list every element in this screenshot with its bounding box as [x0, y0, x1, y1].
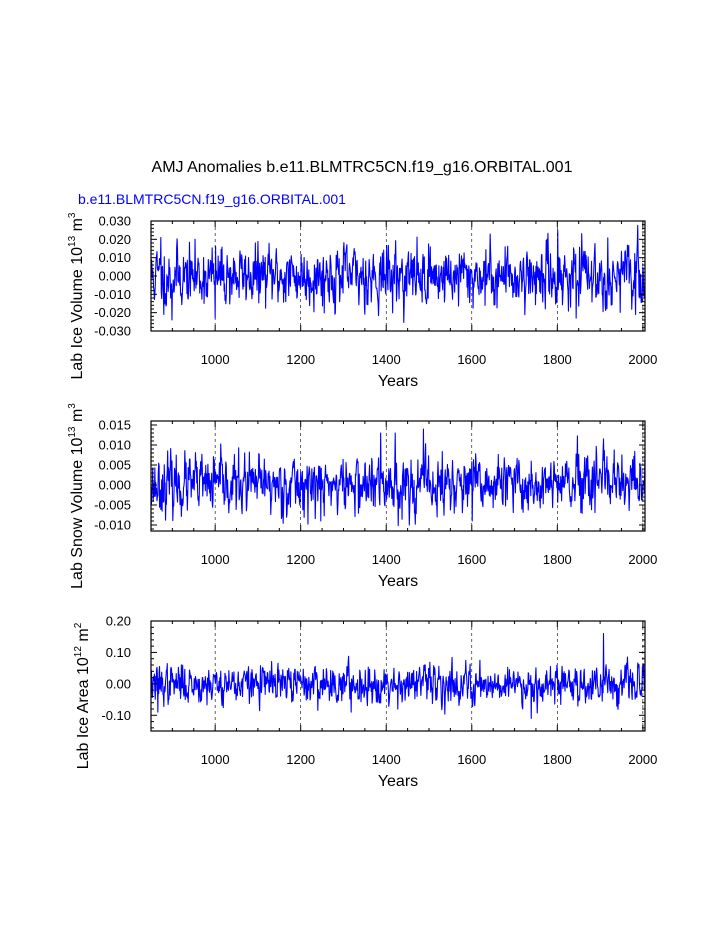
x-tick-label: 1400: [372, 352, 401, 367]
y-tick-label: 0.20: [106, 614, 131, 629]
y-tick-label: -0.010: [94, 287, 131, 302]
x-tick-label: 2000: [628, 752, 657, 767]
y-tick-label: -0.020: [94, 305, 131, 320]
y-axis-title-unit: m: [69, 218, 86, 236]
y-tick-label: -0.030: [94, 324, 131, 339]
legend-label: b.e11.BLMTRC5CN.f19_g16.ORBITAL.001: [78, 191, 346, 207]
x-tick-label: 1000: [201, 552, 230, 567]
figure-title: AMJ Anomalies b.e11.BLMTRC5CN.f19_g16.OR…: [152, 159, 573, 176]
x-tick-label: 1400: [372, 752, 401, 767]
y-tick-label: 0.005: [98, 458, 131, 473]
y-axis-title: Lab Ice Area 1012 m2: [73, 622, 92, 769]
x-tick-label: 1400: [372, 552, 401, 567]
y-tick-label: 0.00: [106, 676, 131, 691]
x-axis-title: Years: [378, 573, 418, 590]
y-tick-label: 0.010: [98, 438, 131, 453]
y-axis-title-unit-exponent: 2: [73, 622, 84, 628]
x-tick-label: 1800: [543, 752, 572, 767]
y-tick-label: -0.010: [94, 518, 131, 533]
y-tick-label: 0.020: [98, 232, 131, 247]
x-axis-title: Years: [378, 373, 418, 390]
x-tick-label: 1200: [286, 552, 315, 567]
x-axis-title: Years: [378, 773, 418, 790]
series-line: [150, 224, 646, 324]
y-tick-label: -0.10: [101, 708, 131, 723]
y-tick-label: 0.010: [98, 250, 131, 265]
y-axis-title-main: Lab Ice Volume 10: [69, 247, 86, 380]
plot-frame: [150, 420, 646, 532]
y-tick-label: 0.030: [98, 214, 131, 229]
y-axis-title-unit-exponent: 3: [67, 212, 78, 218]
x-tick-label: 1000: [201, 352, 230, 367]
x-tick-label: 1200: [286, 352, 315, 367]
y-axis-title-main: Lab Ice Area 10: [75, 657, 92, 769]
panel-lab-ice-area: 1000 1200 1400 1600 1800 2000 -0.10 0.00 0.10 0.2…: [73, 614, 657, 791]
y-tick-label: 0.000: [98, 269, 131, 284]
panel-lab-snow-volume: 1000 1200 1400 1600 1800 2000 -0.010 -0.005 0.00…: [67, 403, 657, 590]
y-axis-title-exponent: 13: [67, 426, 78, 438]
y-axis-title: Lab Snow Volume 1013 m3: [67, 403, 86, 589]
x-tick-label: 2000: [628, 352, 657, 367]
y-axis-title-exponent: 13: [67, 235, 78, 247]
plot-frame: [150, 620, 646, 732]
x-tick-label: 1000: [201, 752, 230, 767]
x-tick-label: 1600: [457, 752, 486, 767]
y-tick-label: 0.000: [98, 478, 131, 493]
y-axis-title-unit: m: [69, 409, 86, 427]
x-tick-label: 2000: [628, 552, 657, 567]
panel-lab-ice-volume: 1000 1200 1400 1600 1800 2000 -0.030 -0.020 -0.0…: [67, 212, 657, 390]
series-line: [150, 633, 646, 719]
x-tick-label: 1800: [543, 552, 572, 567]
y-tick-label: 0.10: [106, 645, 131, 660]
y-axis-title-exponent: 12: [73, 646, 84, 658]
x-tick-label: 1200: [286, 752, 315, 767]
y-tick-label: 0.015: [98, 418, 131, 433]
x-tick-label: 1800: [543, 352, 572, 367]
x-tick-label: 1600: [457, 352, 486, 367]
y-axis-title-unit: m: [75, 628, 92, 646]
x-tick-label: 1600: [457, 552, 486, 567]
y-axis-title-main: Lab Snow Volume 10: [69, 438, 86, 589]
y-tick-label: -0.005: [94, 498, 131, 513]
y-axis-title-unit-exponent: 3: [67, 403, 78, 409]
series-line: [150, 428, 646, 527]
y-axis-title: Lab Ice Volume 1013 m3: [67, 212, 86, 379]
